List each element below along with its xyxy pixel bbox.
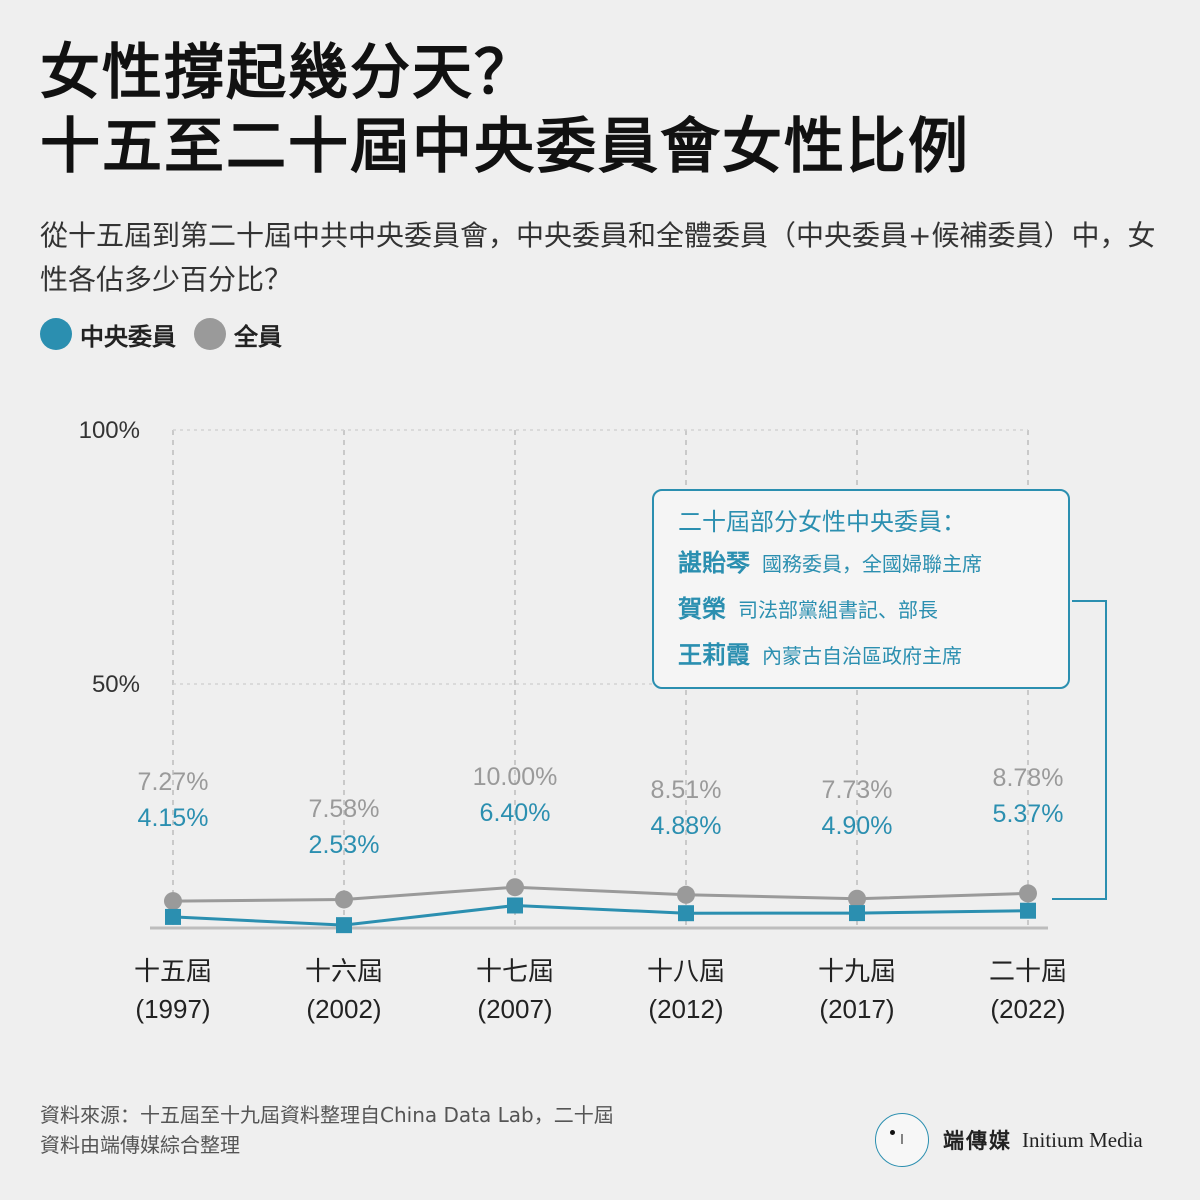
legend-item-central: 中央委員 — [40, 317, 176, 352]
source-line-1: 資料來源：十五屆至十九屆資料整理自China Data Lab，二十屆 — [40, 1103, 614, 1127]
data-label-all: 8.78% — [993, 764, 1064, 792]
series-line-central — [172, 903, 1029, 927]
source-line-2: 資料由端傳媒綜合整理 — [40, 1133, 240, 1157]
data-label-all: 7.27% — [138, 768, 209, 796]
x-tick-label: 十八屆 — [647, 957, 725, 987]
legend-label-central: 中央委員 — [80, 322, 176, 351]
point-all — [164, 892, 182, 911]
data-label-all: 10.00% — [473, 763, 558, 791]
brand-name-zh: 端傳媒 — [943, 1128, 1012, 1153]
callout-member: 王莉霞 內蒙古自治區政府主席 — [678, 635, 1044, 681]
callout-member: 賀榮 司法部黨組書記、部長 — [678, 589, 1044, 635]
legend-swatch-all — [194, 318, 226, 350]
point-all — [335, 890, 353, 909]
legend-label-all: 全員 — [234, 322, 282, 351]
point-central — [1020, 902, 1036, 919]
y-tick-label: 50% — [92, 671, 140, 698]
page-title: 女性撐起幾分天？ 十五至二十屆中央委員會女性比例 — [40, 36, 1160, 184]
callout-box: 二十屆部分女性中央委員： 諶貽琴 國務委員，全國婦聯主席 賀榮 司法部黨組書記、… — [652, 489, 1070, 689]
data-label-central: 4.90% — [822, 812, 893, 840]
x-tick-label: 十五屆 — [134, 957, 212, 987]
x-tick-year-label: (2012) — [648, 994, 723, 1024]
member-name: 賀榮 — [678, 595, 726, 623]
member-name: 諶貽琴 — [678, 549, 750, 577]
data-label-central: 2.53% — [309, 831, 380, 859]
x-tick-label: 十九屆 — [818, 957, 896, 987]
member-name: 王莉霞 — [678, 641, 750, 669]
x-tick-year-label: (2007) — [477, 994, 552, 1024]
data-label-central: 4.15% — [138, 804, 209, 832]
point-central — [507, 897, 523, 914]
brand: ꟾ 端傳媒 Initium Media — [875, 1112, 1143, 1168]
member-desc: 內蒙古自治區政府主席 — [762, 644, 962, 668]
data-label-all: 8.51% — [651, 776, 722, 804]
source-note: 資料來源：十五屆至十九屆資料整理自China Data Lab，二十屆 資料由端… — [40, 1100, 740, 1160]
series-line-all — [172, 885, 1029, 903]
logo-dot — [890, 1130, 895, 1135]
point-central — [849, 905, 865, 922]
x-tick-year-label: (2017) — [819, 994, 894, 1024]
point-all — [1019, 884, 1037, 903]
legend-swatch-central — [40, 318, 72, 350]
point-all — [506, 878, 524, 897]
legend: 中央委員 全員 — [40, 316, 300, 352]
data-label-central: 6.40% — [480, 799, 551, 827]
point-all — [677, 885, 695, 904]
x-tick-year-label: (2002) — [306, 994, 381, 1024]
callout-connector — [1052, 600, 1107, 900]
member-desc: 司法部黨組書記、部長 — [738, 598, 938, 622]
x-tick-label: 十六屆 — [305, 957, 383, 987]
point-central — [678, 905, 694, 922]
x-tick-label: 十七屆 — [476, 957, 554, 987]
point-central — [165, 908, 181, 925]
x-tick-year-label: (1997) — [135, 994, 210, 1024]
point-all — [848, 889, 866, 908]
title-line-1: 女性撐起幾分天？ — [40, 38, 536, 108]
brand-name-en: Initium Media — [1022, 1127, 1143, 1152]
member-desc: 國務委員，全國婦聯主席 — [762, 552, 982, 576]
x-tick-label: 二十屆 — [989, 957, 1067, 987]
initium-logo-icon: ꟾ — [875, 1113, 929, 1167]
y-tick-label: 100% — [79, 417, 140, 444]
x-tick-year-label: (2022) — [990, 994, 1065, 1024]
data-label-all: 7.58% — [309, 795, 380, 823]
point-central — [336, 917, 352, 934]
title-line-2: 十五至二十屆中央委員會女性比例 — [40, 112, 970, 182]
callout-member: 諶貽琴 國務委員，全國婦聯主席 — [678, 543, 1044, 589]
data-label-central: 5.37% — [993, 800, 1064, 828]
data-label-all: 7.73% — [822, 776, 893, 804]
data-label-central: 4.88% — [651, 812, 722, 840]
callout-heading: 二十屆部分女性中央委員： — [678, 508, 966, 536]
logo-mark: ꟾ — [900, 1133, 904, 1147]
legend-item-all: 全員 — [194, 317, 282, 352]
subtitle: 從十五屆到第二十屆中共中央委員會，中央委員和全體委員（中央委員+候補委員）中，女… — [40, 219, 1156, 296]
